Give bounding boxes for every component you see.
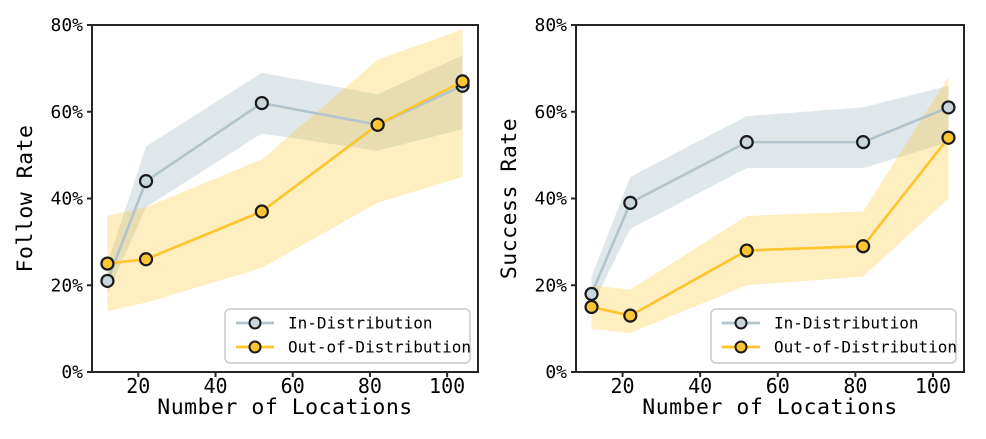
out-of-distribution-data-point bbox=[100, 256, 115, 271]
in-distribution-confidence-band bbox=[107, 55, 463, 294]
y-tick-label: 20% bbox=[534, 275, 567, 296]
in-distribution-data-point bbox=[856, 135, 871, 150]
y-tick-label: 0% bbox=[545, 362, 567, 383]
x-tick-label: 100 bbox=[915, 374, 951, 398]
x-axis-label: Number of Locations bbox=[642, 395, 897, 420]
success-rate-plot: 20 40 60 80 100 0% 20% 40% 60% 80% Number of Locat… bbox=[497, 15, 965, 420]
out-of-distribution-legend-label: Out-of-Distribution bbox=[774, 338, 957, 357]
out-of-distribution-legend-marker bbox=[248, 340, 262, 354]
x-axis-label: Number of Locations bbox=[157, 395, 412, 420]
out-of-distribution-data-point bbox=[455, 74, 470, 89]
out-of-distribution-data-point bbox=[623, 308, 638, 323]
out-of-distribution-data-point bbox=[370, 117, 385, 132]
out-of-distribution-data-point bbox=[584, 299, 599, 315]
out-of-distribution-data-point bbox=[856, 239, 871, 254]
out-of-distribution-legend-marker bbox=[734, 340, 748, 354]
x-tick-label: 80 bbox=[358, 374, 382, 398]
in-distribution-data-point bbox=[138, 174, 154, 189]
legend: In-Distribution Out-of-Distribution bbox=[710, 308, 957, 364]
y-tick-label: 40% bbox=[534, 189, 567, 210]
follow-rate-plot: 20 40 60 80 100 0% 20% 40% 60% 80% Number of Locat… bbox=[13, 15, 479, 420]
in-distribution-legend-label: In-Distribution bbox=[288, 314, 433, 333]
in-distribution-legend-marker bbox=[734, 316, 748, 330]
out-of-distribution-legend-label: Out-of-Distribution bbox=[288, 338, 471, 357]
in-distribution-data-point bbox=[584, 286, 599, 302]
legend-box bbox=[224, 308, 471, 364]
legend: In-Distribution Out-of-Distribution bbox=[224, 308, 471, 364]
out-of-distribution-confidence-band bbox=[591, 77, 949, 333]
x-tick-label: 20 bbox=[611, 374, 635, 398]
x-tick-label: 60 bbox=[281, 374, 305, 398]
y-tick-label: 0% bbox=[61, 362, 83, 383]
in-distribution-data-point bbox=[623, 195, 638, 210]
x-tick-label: 40 bbox=[688, 374, 712, 398]
out-of-distribution-data-point bbox=[138, 252, 154, 267]
out-of-distribution-data-point bbox=[739, 243, 754, 258]
follow-rate-chart: 20 40 60 80 100 0% 20% 40% 60% 80% Number of Locat… bbox=[13, 15, 479, 420]
y-tick-label: 60% bbox=[50, 102, 83, 123]
legend-box bbox=[710, 308, 957, 364]
x-tick-label: 100 bbox=[429, 374, 465, 398]
x-tick-label: 60 bbox=[766, 374, 790, 398]
y-axis-label: Follow Rate bbox=[13, 125, 38, 273]
in-distribution-legend-marker bbox=[248, 316, 262, 330]
in-distribution-data-point bbox=[941, 100, 956, 115]
plot-border bbox=[575, 24, 965, 373]
out-of-distribution-data-point bbox=[941, 130, 956, 145]
in-distribution-data-point bbox=[254, 95, 269, 111]
in-distribution-legend-label: In-Distribution bbox=[774, 314, 919, 333]
x-tick-label: 20 bbox=[126, 374, 150, 398]
y-tick-label: 80% bbox=[534, 15, 567, 36]
y-tick-label: 40% bbox=[50, 189, 83, 210]
y-axis-label: Success Rate bbox=[497, 118, 522, 279]
y-tick-label: 80% bbox=[50, 15, 83, 36]
y-tick-label: 60% bbox=[534, 102, 567, 123]
in-distribution-data-point bbox=[100, 273, 115, 289]
y-tick-label: 20% bbox=[50, 275, 83, 296]
out-of-distribution-confidence-band bbox=[107, 29, 463, 312]
in-distribution-data-point bbox=[739, 135, 754, 150]
out-of-distribution-data-point bbox=[254, 204, 269, 219]
x-tick-label: 40 bbox=[203, 374, 227, 398]
plot-border bbox=[91, 24, 479, 373]
x-tick-label: 80 bbox=[843, 374, 867, 398]
success-rate-chart: 20 40 60 80 100 0% 20% 40% 60% 80% Number of Locat… bbox=[493, 0, 986, 439]
